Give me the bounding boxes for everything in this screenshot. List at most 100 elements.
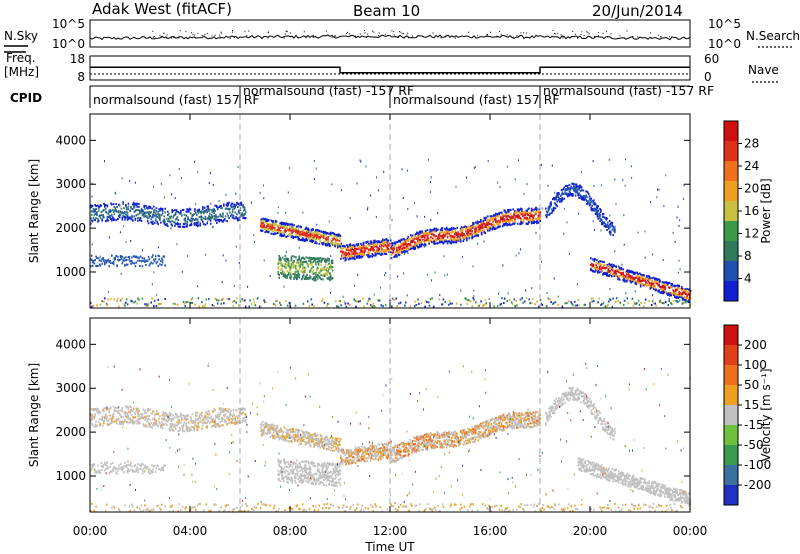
power-point [222,216,224,218]
power-point [366,241,368,244]
power-point [633,273,636,275]
power-point [660,286,663,289]
power-point [478,224,480,227]
power-point [153,271,155,274]
power-point [492,226,494,229]
power-point [347,302,349,305]
power-point [444,235,446,238]
power-point [546,213,549,216]
power-point [279,301,281,304]
velocity-point [110,406,112,409]
power-point [148,214,151,217]
power-point [529,212,531,214]
power-point [473,289,475,292]
nsearch-point [179,30,181,32]
power-point [314,233,316,236]
power-point [314,259,316,261]
power-point [201,219,203,221]
power-point [394,244,396,247]
power-point [157,223,159,226]
power-point [223,302,225,305]
power-point [119,213,122,216]
power-point [302,260,305,263]
velocity-point [115,418,117,421]
power-point [533,208,535,211]
power-point [518,211,521,214]
power-point [317,238,320,241]
nsearch-point [555,33,557,35]
power-point [309,256,311,259]
nsearch-point [325,30,327,32]
power-point [261,222,264,225]
power-point [303,271,306,274]
power-point [487,222,490,225]
power-point [336,234,338,237]
power-point [462,237,465,240]
power-point [403,239,406,241]
power-point [650,286,652,289]
power-point [494,219,497,222]
velocity-point [181,418,183,421]
power-point [450,242,452,244]
power-point [326,244,329,247]
power-point [508,223,511,225]
nave-tick-top: 60 [704,52,719,66]
power-point [487,227,489,230]
power-point [462,234,465,236]
power-point [281,221,283,224]
power-point [433,227,436,230]
power-point [260,230,263,233]
power-point [322,242,324,245]
power-point [433,242,436,245]
power-point [529,216,531,219]
velocity-point [162,411,165,414]
power-point [185,225,187,228]
power-point [337,233,340,236]
power-point [566,221,568,224]
power-point [299,265,301,268]
power-point [473,295,475,298]
power-point [575,185,578,188]
power-point [671,303,673,306]
nsearch-point [526,32,528,34]
nsearch-point [345,33,347,35]
power-point [490,218,493,221]
power-point [283,226,286,229]
power-point [283,265,286,268]
power-point [167,225,169,228]
velocity-point [190,421,193,424]
power-point [272,221,274,224]
power-point [429,191,431,194]
power-point [198,208,201,211]
power-point [191,214,194,217]
power-point [625,292,627,295]
velocity-point [124,413,126,416]
power-point [437,228,439,231]
power-point [194,303,196,306]
power-point [595,210,598,213]
power-point [447,229,450,232]
power-point [206,217,208,220]
power-point [209,217,211,220]
power-point [109,214,111,217]
power-point [316,274,319,276]
power-point [594,212,597,215]
nsearch-point [407,32,409,34]
power-point [242,204,244,207]
velocity-point [111,414,114,416]
nsearch-point [197,32,199,34]
power-point [337,244,339,247]
power-point [244,206,246,209]
power-point [608,274,610,277]
power-point [266,222,268,225]
power-point [281,226,284,229]
power-point [535,208,537,211]
power-point [186,220,188,223]
power-point [287,191,289,194]
power-point [211,211,214,214]
power-point [251,201,253,204]
power-point [524,300,526,303]
power-point [531,301,533,304]
power-point [272,303,275,305]
power-point [314,277,316,280]
